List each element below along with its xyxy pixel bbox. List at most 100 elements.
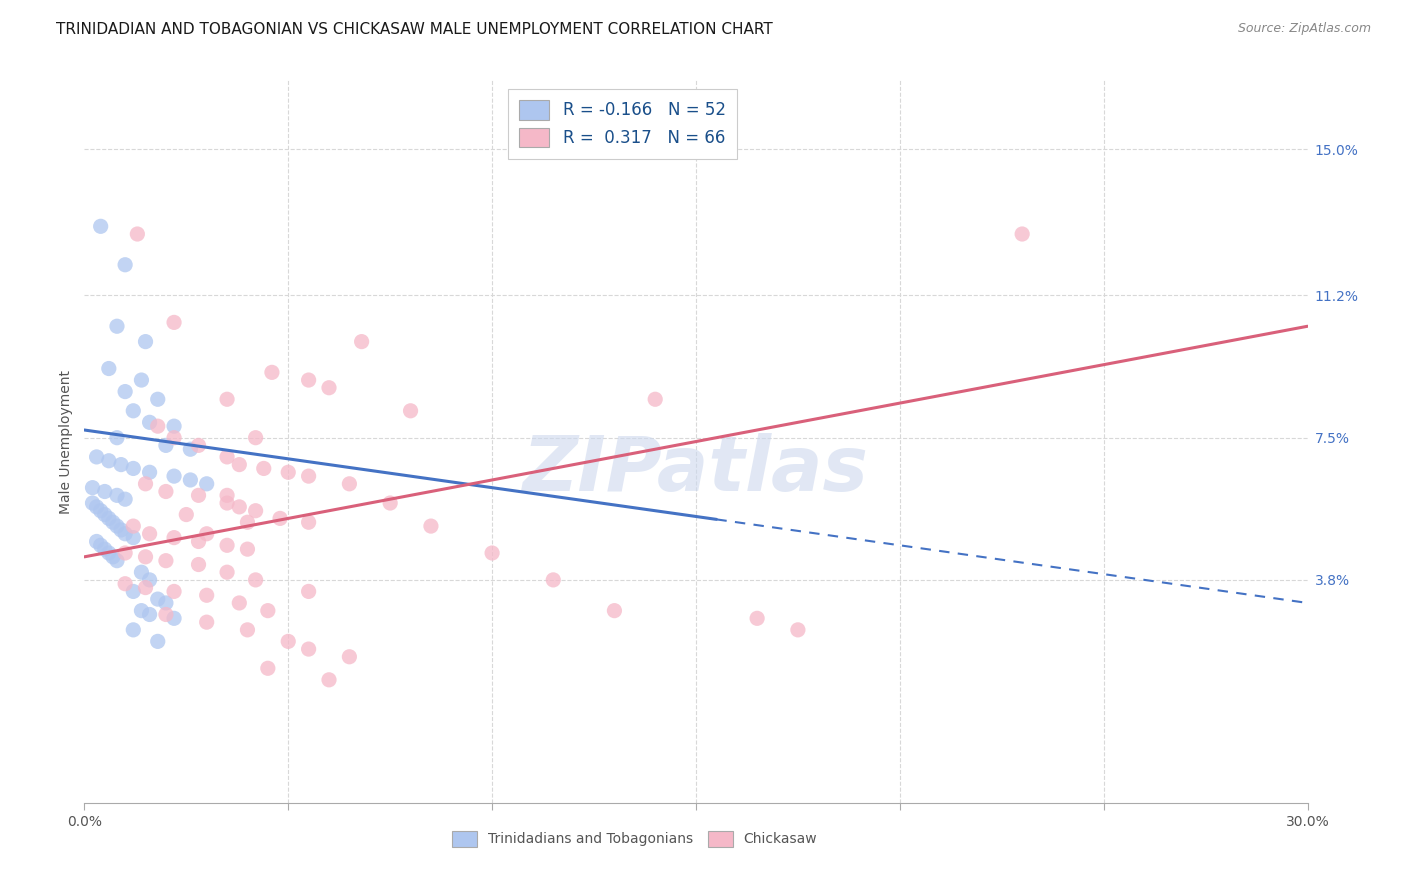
Point [350, 334, 373, 349]
Point [105, 319, 128, 334]
Point [195, 588, 218, 602]
Point [481, 546, 503, 560]
Point [105, 431, 128, 445]
Point [82, 496, 104, 510]
Point [155, 438, 177, 452]
Point [155, 607, 177, 622]
Point [644, 392, 666, 407]
Point [163, 431, 186, 445]
Point [97, 454, 120, 468]
Point [339, 476, 361, 491]
Point [257, 604, 280, 618]
Point [163, 611, 186, 625]
Point [101, 549, 124, 564]
Point [138, 465, 160, 479]
Point [138, 415, 160, 429]
Point [122, 584, 145, 599]
Point [187, 488, 209, 502]
Point [245, 504, 267, 518]
Point [86, 500, 108, 514]
Point [114, 258, 136, 272]
Point [1011, 227, 1033, 241]
Point [93, 508, 115, 522]
Point [195, 526, 218, 541]
Point [86, 450, 108, 464]
Point [399, 404, 422, 418]
Point [163, 531, 186, 545]
Point [298, 584, 321, 599]
Point [245, 573, 267, 587]
Point [787, 623, 810, 637]
Point [217, 488, 239, 502]
Point [93, 484, 115, 499]
Point [146, 392, 169, 407]
Point [122, 623, 145, 637]
Point [114, 384, 136, 399]
Point [298, 469, 321, 483]
Point [236, 515, 259, 529]
Point [277, 465, 299, 479]
Point [380, 496, 402, 510]
Point [138, 573, 160, 587]
Point [138, 607, 160, 622]
Point [245, 431, 267, 445]
Point [195, 476, 218, 491]
Point [236, 542, 259, 557]
Point [318, 381, 340, 395]
Y-axis label: Male Unemployment: Male Unemployment [59, 369, 73, 514]
Point [114, 526, 136, 541]
Point [155, 554, 177, 568]
Point [97, 511, 120, 525]
Point [135, 549, 157, 564]
Point [97, 361, 120, 376]
Point [90, 219, 112, 234]
Point [187, 534, 209, 549]
Point [138, 526, 160, 541]
Point [603, 604, 626, 618]
Point [420, 519, 443, 533]
Point [131, 604, 153, 618]
Point [228, 500, 250, 514]
Point [97, 546, 120, 560]
Point [257, 661, 280, 675]
Point [217, 392, 239, 407]
Point [155, 484, 177, 499]
Point [269, 511, 291, 525]
Point [131, 373, 153, 387]
Point [135, 476, 157, 491]
Point [163, 315, 186, 329]
Point [298, 515, 321, 529]
Point [236, 623, 259, 637]
Point [174, 508, 197, 522]
Point [187, 438, 209, 452]
Point [163, 419, 186, 434]
Point [135, 581, 157, 595]
Point [298, 642, 321, 657]
Point [105, 519, 128, 533]
Point [105, 488, 128, 502]
Point [131, 565, 153, 579]
Point [195, 615, 218, 630]
Point [127, 227, 149, 241]
Point [146, 634, 169, 648]
Point [82, 481, 104, 495]
Point [228, 458, 250, 472]
Point [163, 584, 186, 599]
Point [122, 461, 145, 475]
Text: Source: ZipAtlas.com: Source: ZipAtlas.com [1237, 22, 1371, 36]
Point [277, 634, 299, 648]
Point [187, 558, 209, 572]
Point [86, 534, 108, 549]
Point [110, 458, 132, 472]
Point [217, 565, 239, 579]
Point [318, 673, 340, 687]
Point [90, 538, 112, 552]
Legend: Trinidadians and Tobagonians, Chickasaw: Trinidadians and Tobagonians, Chickasaw [446, 823, 824, 854]
Point [253, 461, 276, 475]
Point [747, 611, 769, 625]
Point [90, 504, 112, 518]
Point [217, 450, 239, 464]
Text: TRINIDADIAN AND TOBAGONIAN VS CHICKASAW MALE UNEMPLOYMENT CORRELATION CHART: TRINIDADIAN AND TOBAGONIAN VS CHICKASAW … [56, 22, 773, 37]
Point [122, 519, 145, 533]
Point [163, 469, 186, 483]
